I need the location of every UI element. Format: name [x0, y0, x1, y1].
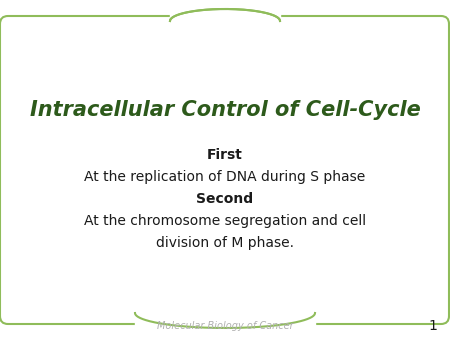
Text: 1: 1	[428, 319, 437, 333]
Text: First: First	[207, 148, 243, 162]
Text: division of M phase.: division of M phase.	[156, 236, 294, 250]
Text: Second: Second	[197, 192, 253, 206]
Text: At the replication of DNA during S phase: At the replication of DNA during S phase	[85, 170, 365, 184]
FancyBboxPatch shape	[0, 16, 449, 324]
Text: Intracellular Control of Cell-Cycle: Intracellular Control of Cell-Cycle	[30, 100, 420, 120]
Text: Molecular Biology of Cancer: Molecular Biology of Cancer	[157, 321, 293, 331]
Text: At the chromosome segregation and cell: At the chromosome segregation and cell	[84, 214, 366, 228]
